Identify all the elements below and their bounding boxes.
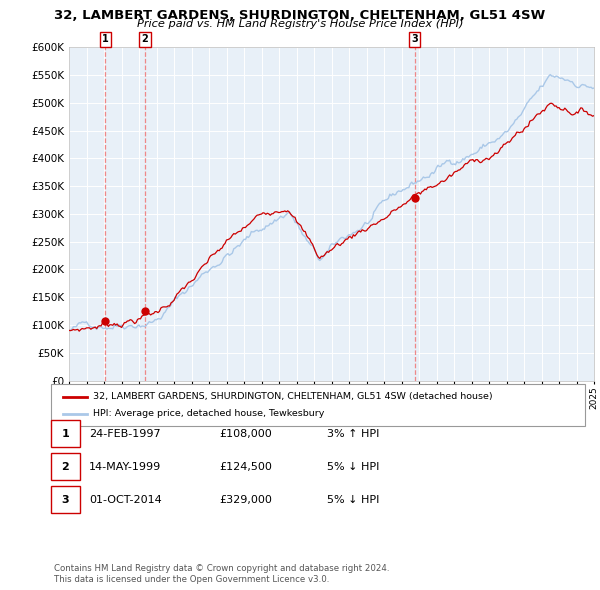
Text: 32, LAMBERT GARDENS, SHURDINGTON, CHELTENHAM, GL51 4SW (detached house): 32, LAMBERT GARDENS, SHURDINGTON, CHELTE… (93, 392, 493, 401)
Text: 5% ↓ HPI: 5% ↓ HPI (327, 495, 379, 504)
Text: 2: 2 (142, 34, 148, 44)
Text: 3: 3 (62, 495, 69, 504)
Text: 3: 3 (411, 34, 418, 44)
Text: 5% ↓ HPI: 5% ↓ HPI (327, 462, 379, 471)
Text: This data is licensed under the Open Government Licence v3.0.: This data is licensed under the Open Gov… (54, 575, 329, 584)
Text: 3% ↑ HPI: 3% ↑ HPI (327, 429, 379, 438)
Text: 14-MAY-1999: 14-MAY-1999 (89, 462, 161, 471)
Text: 01-OCT-2014: 01-OCT-2014 (89, 495, 161, 504)
Text: 2: 2 (62, 462, 69, 471)
Text: 32, LAMBERT GARDENS, SHURDINGTON, CHELTENHAM, GL51 4SW: 32, LAMBERT GARDENS, SHURDINGTON, CHELTE… (55, 9, 545, 22)
Text: HPI: Average price, detached house, Tewkesbury: HPI: Average price, detached house, Tewk… (93, 409, 325, 418)
Text: 1: 1 (102, 34, 109, 44)
Text: Price paid vs. HM Land Registry's House Price Index (HPI): Price paid vs. HM Land Registry's House … (137, 19, 463, 30)
Text: 24-FEB-1997: 24-FEB-1997 (89, 429, 160, 438)
Text: £124,500: £124,500 (219, 462, 272, 471)
Text: 1: 1 (62, 429, 69, 438)
Text: Contains HM Land Registry data © Crown copyright and database right 2024.: Contains HM Land Registry data © Crown c… (54, 565, 389, 573)
Text: £329,000: £329,000 (219, 495, 272, 504)
Text: £108,000: £108,000 (219, 429, 272, 438)
